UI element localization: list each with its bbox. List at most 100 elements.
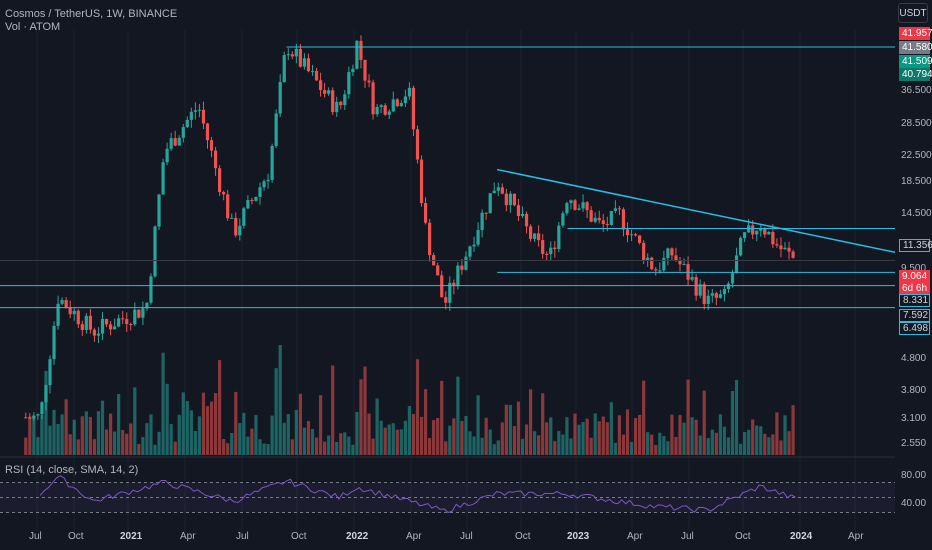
currency-button[interactable]: USDT xyxy=(898,3,928,23)
volume-bar xyxy=(726,437,731,455)
volume-bar xyxy=(323,441,327,455)
volume-bar xyxy=(714,432,718,455)
volume-bar xyxy=(145,423,149,455)
candle-body xyxy=(266,179,270,182)
candlesticks xyxy=(24,35,795,421)
volume-bar xyxy=(230,433,234,455)
candle-body xyxy=(638,235,642,243)
volume-bar xyxy=(589,437,593,455)
candle-body xyxy=(335,101,339,113)
volume-bar xyxy=(177,414,181,455)
price-tag: 41.580 xyxy=(899,41,932,54)
candle-body xyxy=(28,417,32,419)
volume-bar xyxy=(791,405,795,455)
candle-body xyxy=(282,55,286,83)
chart-title: Cosmos / TetherUS, 1W, BINANCE xyxy=(5,8,178,20)
candle-body xyxy=(690,277,694,280)
volume-bars xyxy=(24,345,795,455)
candle-body xyxy=(496,187,500,191)
candle-body xyxy=(565,203,569,214)
volume-bar xyxy=(524,424,529,455)
price-tag: 11.356 xyxy=(899,239,932,252)
volume-bar xyxy=(355,411,359,455)
volume-bar xyxy=(375,398,379,455)
time-axis-label: Jul xyxy=(29,531,42,542)
price-axis-label: 36.500 xyxy=(901,85,932,96)
volume-bar xyxy=(270,415,274,455)
candle-body xyxy=(460,265,464,270)
candle-body xyxy=(411,87,416,130)
candle-body xyxy=(173,138,177,146)
candle-body xyxy=(177,137,181,146)
price-tag: 40.794 xyxy=(899,68,932,81)
volume-bar xyxy=(460,420,464,455)
volume-bar xyxy=(32,415,36,455)
price-axis-label: 14.500 xyxy=(901,208,932,219)
candle-body xyxy=(710,293,714,296)
volume-bar xyxy=(658,432,662,455)
volume-bar xyxy=(282,422,286,455)
volume-bar xyxy=(28,416,32,455)
volume-bar xyxy=(573,413,577,455)
volume-bar xyxy=(294,409,298,455)
candle-body xyxy=(743,232,747,238)
volume-bar xyxy=(561,434,565,455)
volume-bar xyxy=(698,435,702,455)
candle-body xyxy=(294,48,298,57)
volume-bar xyxy=(763,433,767,455)
rsi-line xyxy=(39,475,796,514)
candle-body xyxy=(327,90,331,94)
candle-body xyxy=(137,309,141,318)
candle-body xyxy=(488,193,492,214)
volume-bar xyxy=(209,401,214,455)
time-axis-label: 2023 xyxy=(567,531,590,542)
candle-body xyxy=(629,234,634,236)
candle-body xyxy=(585,202,589,211)
volume-bar xyxy=(262,443,266,455)
volume-bar xyxy=(670,414,674,455)
volume-bar xyxy=(553,441,557,455)
volume-bar xyxy=(577,424,581,455)
horizontal-levels xyxy=(0,46,896,309)
volume-bar xyxy=(549,417,553,455)
time-axis-label: 2022 xyxy=(346,531,369,542)
candle-body xyxy=(512,193,517,206)
volume-bar xyxy=(153,444,157,455)
candle-body xyxy=(84,315,88,330)
time-axis-label: Jul xyxy=(460,531,473,542)
candle-body xyxy=(169,138,173,149)
volume-bar xyxy=(472,436,476,455)
time-axis-label: Oct xyxy=(735,531,751,542)
volume-label: Vol · ATOM xyxy=(5,21,61,33)
candle-body xyxy=(549,247,553,254)
volume-bar xyxy=(60,414,64,455)
volume-bar xyxy=(242,412,246,455)
candle-body xyxy=(391,99,395,112)
candle-body xyxy=(476,230,480,245)
candle-body xyxy=(32,415,36,419)
candle-body xyxy=(553,247,557,249)
volume-bar xyxy=(302,427,307,455)
volume-bar xyxy=(444,441,448,455)
candle-body xyxy=(658,270,662,272)
volume-bar xyxy=(72,419,76,455)
candle-body xyxy=(80,324,84,330)
time-axis-label: Jul xyxy=(236,531,249,542)
candle-body xyxy=(714,293,718,298)
candle-body xyxy=(318,80,323,91)
candle-body xyxy=(347,72,351,95)
volume-bar xyxy=(605,422,609,455)
price-axis-label: 18.500 xyxy=(901,176,932,187)
volume-bar xyxy=(633,418,638,455)
volume-bar xyxy=(456,376,460,455)
candle-body xyxy=(226,194,230,219)
volume-bar xyxy=(751,419,755,455)
volume-bar xyxy=(533,431,537,455)
candle-body xyxy=(528,226,533,239)
volume-bar xyxy=(452,418,456,455)
candle-body xyxy=(262,181,266,188)
volume-bar xyxy=(149,414,153,455)
volume-bar xyxy=(379,420,383,455)
volume-bar xyxy=(96,411,101,455)
